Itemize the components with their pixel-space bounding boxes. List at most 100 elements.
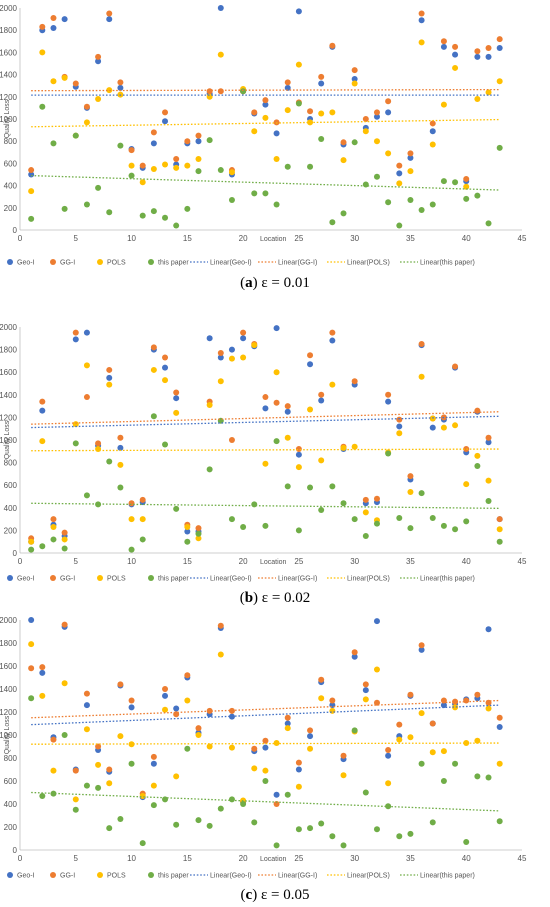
data-point — [128, 172, 135, 179]
data-point — [463, 446, 470, 453]
data-point — [117, 484, 124, 491]
y-tick-label: 800 — [4, 137, 18, 146]
legend-marker — [148, 259, 154, 265]
x-tick-label: 5 — [74, 557, 79, 566]
data-point — [106, 10, 113, 17]
data-point — [150, 753, 157, 760]
data-point — [217, 378, 224, 385]
data-point — [429, 141, 436, 148]
x-tick-label: 10 — [127, 557, 136, 566]
data-point — [318, 80, 325, 87]
series-gg-i — [28, 10, 503, 182]
data-point — [463, 183, 470, 190]
data-point — [407, 168, 414, 175]
data-point — [429, 819, 436, 826]
data-point — [72, 767, 79, 774]
data-point — [418, 17, 425, 24]
data-point — [217, 622, 224, 629]
data-point — [61, 16, 68, 23]
data-point — [418, 373, 425, 380]
data-point — [407, 150, 414, 157]
data-point — [195, 535, 202, 542]
data-point — [173, 505, 180, 512]
data-point — [173, 705, 180, 712]
data-point — [485, 498, 492, 505]
data-point — [340, 157, 347, 164]
data-point — [351, 653, 358, 660]
data-point — [150, 344, 157, 351]
data-point — [173, 222, 180, 229]
x-tick-label: 0 — [18, 557, 23, 566]
data-point — [452, 43, 459, 50]
data-point — [50, 516, 57, 523]
data-point — [429, 201, 436, 208]
y-tick-label: 1400 — [0, 71, 18, 80]
data-point — [228, 355, 235, 362]
data-point — [485, 53, 492, 60]
data-point — [295, 826, 302, 833]
y-tick-label: 800 — [4, 459, 18, 468]
data-point — [173, 773, 180, 780]
data-point — [318, 73, 325, 80]
data-point — [162, 354, 169, 361]
data-point — [318, 695, 325, 702]
data-point — [61, 74, 68, 81]
data-point — [452, 422, 459, 429]
data-point — [206, 822, 213, 829]
data-point — [396, 170, 403, 177]
data-point — [273, 801, 280, 807]
data-point — [184, 538, 191, 545]
data-point — [418, 642, 425, 649]
data-point — [385, 780, 392, 787]
data-point — [28, 538, 35, 545]
data-point — [329, 483, 336, 490]
legend-label: GG-I — [60, 260, 75, 267]
data-point — [284, 434, 291, 441]
x-tick-label: 45 — [518, 234, 527, 243]
data-point — [139, 516, 146, 523]
data-point — [340, 842, 347, 849]
data-point — [95, 58, 102, 65]
data-point — [440, 748, 447, 755]
data-point — [195, 138, 202, 145]
data-point — [83, 394, 90, 401]
data-point — [407, 734, 414, 741]
data-point — [262, 744, 269, 751]
x-tick-label: 15 — [183, 234, 192, 243]
data-point — [318, 676, 325, 683]
data-point — [228, 197, 235, 204]
legend-label: Linear(Geo-I) — [210, 873, 252, 880]
data-point — [83, 103, 90, 110]
y-tick-label: 1600 — [0, 662, 18, 671]
data-point — [407, 830, 414, 837]
data-point — [106, 381, 113, 388]
data-point — [117, 681, 124, 688]
data-point — [463, 838, 470, 845]
data-point — [284, 163, 291, 170]
data-point — [273, 201, 280, 208]
data-point — [463, 175, 470, 182]
legend-label: Linear(this paper) — [420, 873, 475, 880]
data-point — [117, 434, 124, 441]
data-point — [362, 789, 369, 796]
data-point — [373, 666, 380, 673]
data-point — [418, 340, 425, 347]
y-tick-label: 0 — [13, 226, 18, 235]
legend-label: this paper — [158, 260, 189, 267]
data-point — [351, 443, 358, 450]
legend-marker — [7, 575, 13, 581]
data-point — [128, 760, 135, 767]
y-tick-label: 2000 — [0, 323, 18, 332]
data-point — [284, 714, 291, 721]
data-point — [385, 450, 392, 457]
data-point — [83, 362, 90, 369]
x-axis-title: Location — [260, 236, 287, 243]
data-point — [28, 641, 35, 648]
data-point — [83, 329, 90, 336]
data-point — [463, 697, 470, 704]
data-point — [173, 155, 180, 162]
y-tick-label: 2000 — [0, 616, 18, 625]
y-tick-label: 200 — [4, 204, 18, 213]
x-tick-label: 20 — [239, 854, 248, 863]
data-point — [362, 128, 369, 135]
